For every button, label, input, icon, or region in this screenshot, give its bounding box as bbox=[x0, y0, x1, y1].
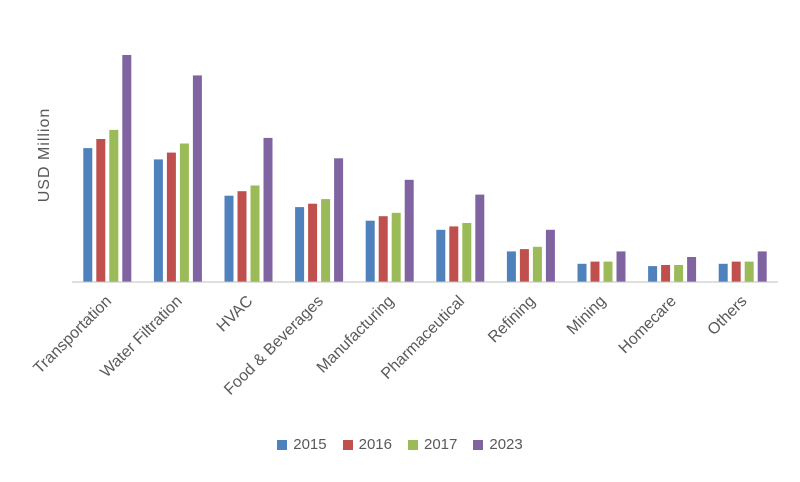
bar-2015-food-beverages bbox=[295, 207, 305, 282]
bar-2017-refining bbox=[532, 246, 542, 282]
legend-label: 2016 bbox=[358, 436, 392, 453]
bar-2016-refining bbox=[519, 249, 529, 282]
legend-item-2017: 2017 bbox=[408, 436, 457, 453]
x-tick-label: Mining bbox=[564, 293, 609, 338]
bar-2015-water-filtration bbox=[153, 159, 163, 282]
bar-2023-others bbox=[757, 251, 767, 282]
bar-2015-transportation bbox=[83, 148, 93, 282]
x-tick-label: HVAC bbox=[214, 293, 257, 336]
x-tick-label: Refining bbox=[485, 293, 539, 347]
bar-2023-pharmaceutical bbox=[475, 194, 485, 282]
bar-2017-pharmaceutical bbox=[462, 223, 472, 282]
y-axis-title: USD Million bbox=[36, 108, 53, 203]
bar-2015-homecare bbox=[648, 266, 658, 282]
bar-2023-homecare bbox=[687, 257, 697, 282]
legend-item-2016: 2016 bbox=[342, 436, 392, 453]
legend: 2015 2016 2017 2023 bbox=[0, 436, 800, 453]
bar-2017-transportation bbox=[109, 129, 119, 282]
bar-2023-refining bbox=[545, 229, 555, 282]
legend-swatch bbox=[342, 439, 353, 450]
bar-2023-manufacturing bbox=[404, 179, 414, 282]
legend-item-2015: 2015 bbox=[277, 436, 327, 453]
bar-2016-manufacturing bbox=[378, 216, 388, 282]
bar-2017-hvac bbox=[250, 185, 260, 282]
bar-2015-manufacturing bbox=[365, 220, 375, 282]
bar-2016-pharmaceutical bbox=[449, 226, 459, 282]
legend-label: 2023 bbox=[489, 436, 523, 453]
bar-2023-mining bbox=[616, 251, 626, 282]
bar-2016-mining bbox=[590, 261, 600, 282]
x-tick-label: Homecare bbox=[616, 293, 680, 357]
legend-label: 2017 bbox=[424, 436, 458, 453]
bar-2015-mining bbox=[577, 263, 587, 282]
bars-group bbox=[83, 55, 767, 283]
legend-item-2023: 2023 bbox=[473, 436, 523, 453]
bar-2017-homecare bbox=[674, 265, 684, 282]
legend-label: 2015 bbox=[293, 436, 327, 453]
bar-2017-food-beverages bbox=[321, 199, 331, 282]
bar-2015-refining bbox=[506, 251, 516, 282]
bar-2016-food-beverages bbox=[308, 203, 318, 282]
bar-2017-others bbox=[744, 261, 754, 282]
bar-2017-mining bbox=[603, 261, 613, 282]
bar-2015-others bbox=[718, 263, 728, 282]
legend-swatch bbox=[277, 439, 288, 450]
bar-2023-food-beverages bbox=[334, 158, 344, 282]
bar-2016-homecare bbox=[661, 265, 671, 282]
bar-2015-pharmaceutical bbox=[436, 229, 446, 282]
bar-2016-transportation bbox=[96, 139, 106, 282]
bar-2017-manufacturing bbox=[391, 212, 401, 282]
bar-2023-transportation bbox=[122, 55, 132, 282]
bar-2016-others bbox=[731, 261, 741, 282]
bar-2017-water-filtration bbox=[179, 143, 189, 282]
bar-2015-hvac bbox=[224, 195, 234, 282]
bar-2016-hvac bbox=[237, 191, 247, 282]
legend-swatch bbox=[408, 439, 418, 450]
legend-swatch bbox=[473, 439, 484, 450]
bar-2023-hvac bbox=[263, 137, 273, 282]
x-tick-label: Others bbox=[705, 293, 751, 339]
bar-2023-water-filtration bbox=[192, 75, 202, 283]
bar-2016-water-filtration bbox=[166, 152, 176, 282]
